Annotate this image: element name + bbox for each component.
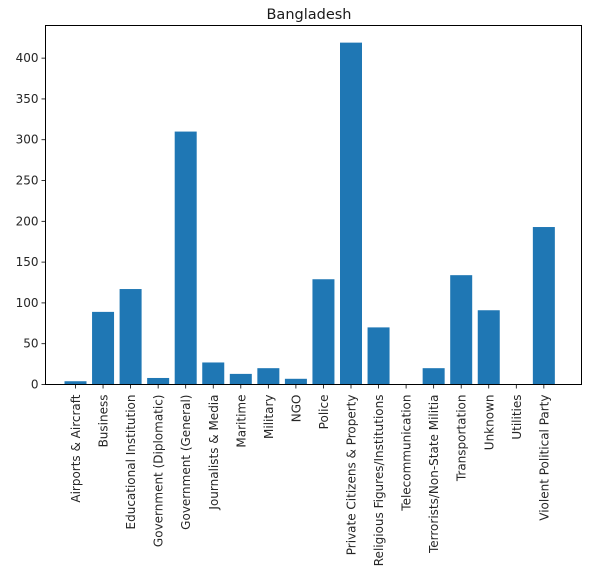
x-tick-label-9: Police bbox=[317, 395, 331, 430]
x-tick-label-6: Maritime bbox=[234, 395, 248, 448]
bar-15 bbox=[477, 310, 500, 385]
x-tick-label-1: Business bbox=[97, 395, 111, 448]
x-tick-label-4: Government (General) bbox=[179, 395, 193, 530]
bar-0 bbox=[64, 381, 87, 385]
x-tick-label-16: Utilities bbox=[510, 395, 524, 440]
bar-3 bbox=[147, 377, 170, 385]
x-tick-label-8: NGO bbox=[289, 395, 303, 423]
y-tick-label-6: 300 bbox=[16, 133, 39, 147]
x-axis: Airports & Aircraft Business Educational I… bbox=[69, 384, 551, 567]
x-tick-label-7: Military bbox=[262, 395, 276, 439]
x-tick-label-14: Transportation bbox=[455, 395, 469, 483]
y-tick-label-2: 100 bbox=[16, 296, 39, 310]
bar-13 bbox=[422, 368, 445, 385]
bar-9 bbox=[312, 279, 335, 385]
chart-title: Bangladesh bbox=[266, 7, 351, 23]
bar-7 bbox=[257, 368, 280, 385]
x-tick-label-3: Government (Diplomatic) bbox=[152, 395, 166, 548]
bar-11 bbox=[367, 327, 390, 385]
y-axis: 0 50 100 150 200 250 300 350 400 bbox=[16, 51, 46, 392]
plot-frame bbox=[45, 25, 582, 385]
x-tick-label-11: Religious Figures/Institutions bbox=[372, 395, 386, 567]
x-tick-label-2: Educational Institution bbox=[124, 395, 138, 530]
bar-5 bbox=[202, 362, 225, 385]
bar-2 bbox=[119, 289, 142, 385]
x-tick-label-15: Unknown bbox=[482, 395, 496, 451]
y-tick-label-0: 0 bbox=[31, 378, 39, 392]
x-tick-label-17: Violent Political Party bbox=[537, 395, 551, 521]
bar-14 bbox=[450, 275, 473, 385]
bar-6 bbox=[229, 373, 252, 385]
bar-1 bbox=[92, 311, 115, 385]
bar-17 bbox=[532, 227, 555, 385]
y-tick-label-8: 400 bbox=[16, 51, 39, 65]
y-tick-label-7: 350 bbox=[16, 92, 39, 106]
bars-group bbox=[64, 42, 555, 385]
x-tick-label-0: Airports & Aircraft bbox=[69, 394, 83, 502]
x-tick-label-12: Telecommunication bbox=[400, 394, 414, 511]
y-tick-label-3: 150 bbox=[16, 255, 39, 269]
bar-4 bbox=[174, 131, 197, 385]
y-tick-label-4: 200 bbox=[16, 214, 39, 228]
y-tick-label-5: 250 bbox=[16, 174, 39, 188]
y-tick-label-1: 50 bbox=[23, 337, 38, 351]
bar-8 bbox=[284, 378, 307, 385]
bar-10 bbox=[340, 42, 362, 385]
x-tick-label-13: Terrorists/Non-State Militia bbox=[427, 395, 441, 555]
x-tick-label-10: Private Citizens & Property bbox=[345, 395, 359, 556]
x-tick-label-5: Journalists & Media bbox=[207, 395, 221, 511]
